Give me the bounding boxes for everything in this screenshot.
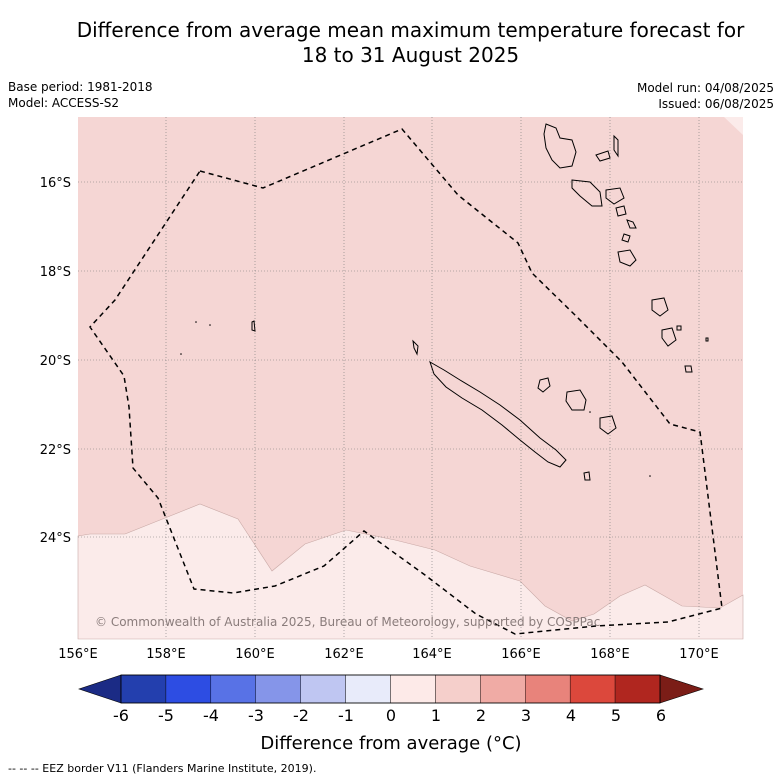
colorbar-cell <box>255 674 301 704</box>
base-period: Base period: 1981-2018 <box>8 80 153 94</box>
belep-islands <box>412 339 419 356</box>
efate-island <box>617 249 637 267</box>
colorbar-tick-neg2: -2 <box>293 706 309 725</box>
lon-label-164e: 164°E <box>412 647 452 662</box>
colorbar-cell <box>435 674 481 704</box>
chart-title: Difference from average mean maximum tem… <box>0 18 781 68</box>
lon-label-166e: 166°E <box>501 647 541 662</box>
colorbar-tick-1: 1 <box>431 706 441 725</box>
colorbar-cell <box>345 674 391 704</box>
lon-label-168e: 168°E <box>590 647 630 662</box>
copyright-text: © Commonwealth of Australia 2025, Bureau… <box>95 615 600 629</box>
reef-dot-1 <box>195 321 197 323</box>
walpole-island <box>583 471 591 481</box>
emae-island <box>621 233 631 243</box>
shepherd-islands <box>626 219 637 229</box>
colorbar-cell <box>120 674 167 704</box>
espiritu-santo-island <box>543 123 577 169</box>
lat-labels: 16°S 18°S 20°S 22°S 24°S <box>40 176 71 546</box>
mare-island <box>599 415 617 435</box>
malekula-island <box>571 179 603 207</box>
colorbar-cell <box>569 674 616 704</box>
lat-label-18s: 18°S <box>40 265 71 280</box>
colorbar-outline <box>120 674 661 704</box>
anomaly-fill-corner <box>724 117 743 135</box>
chesterfield-reef <box>251 320 256 332</box>
ouvea-island <box>537 377 551 393</box>
colorbar-tick-5: 5 <box>611 706 621 725</box>
model-run: Model run: 04/08/2025 <box>636 81 774 95</box>
lon-label-170e: 170°E <box>679 647 719 662</box>
maewo-island <box>595 150 611 162</box>
epi-island <box>615 205 627 217</box>
lon-label-156e: 156°E <box>58 647 98 662</box>
lon-labels: 156°E 158°E 160°E 162°E 164°E 166°E 168°… <box>58 647 719 662</box>
colorbar-tick-2: 2 <box>476 706 486 725</box>
lat-label-16s: 16°S <box>40 176 71 191</box>
lat-label-24s: 24°S <box>40 531 71 546</box>
meta-right: Model run: 04/08/2025 Issued: 06/08/2025 <box>637 80 774 112</box>
colorbar-cell <box>165 674 212 704</box>
reef-dot-3 <box>180 353 182 355</box>
lon-label-162e: 162°E <box>324 647 364 662</box>
colorbar-tick-neg5: -5 <box>158 706 174 725</box>
tanna-island <box>661 327 677 347</box>
reef-dot-5 <box>589 411 591 413</box>
eez-border <box>89 128 723 635</box>
reef-dot-4 <box>649 475 651 477</box>
lat-label-22s: 22°S <box>40 443 71 458</box>
futuna-island <box>705 337 709 342</box>
colorbar-tick-6: 6 <box>656 706 666 725</box>
lifou-island <box>565 389 587 411</box>
eez-footnote: -- -- -- EEZ border V11 (Flanders Marine… <box>8 762 317 775</box>
title-line-2: 18 to 31 August 2025 <box>301 43 520 67</box>
colorbar-cell <box>480 674 526 704</box>
aniwa-island <box>676 325 682 331</box>
meta-left: Base period: 1981-2018 Model: ACCESS-S2 <box>8 79 153 111</box>
lon-label-160e: 160°E <box>235 647 275 662</box>
colorbar-cell <box>525 674 571 704</box>
reef-dot-2 <box>209 324 211 326</box>
colorbar-under-arrow <box>78 674 122 704</box>
colorbar-tick-neg4: -4 <box>203 706 219 725</box>
colorbar-over-arrow <box>659 674 704 704</box>
title-line-1: Difference from average mean maximum tem… <box>76 18 745 42</box>
lon-label-158e: 158°E <box>146 647 186 662</box>
colorbar-cell <box>614 674 661 704</box>
colorbar-tick-neg1: -1 <box>338 706 354 725</box>
colorbar-tick-neg3: -3 <box>248 706 264 725</box>
colorbar-tick-3: 3 <box>521 706 531 725</box>
ambrym-island <box>605 187 625 205</box>
colorbar: -6 -5 -4 -3 -2 -1 0 1 2 3 4 5 6 Differen… <box>78 674 704 754</box>
colorbar-tick-neg6: -6 <box>113 706 129 725</box>
lat-label-20s: 20°S <box>40 354 71 369</box>
aneityum-island <box>684 365 693 373</box>
issued-date: Issued: 06/08/2025 <box>658 97 774 111</box>
colorbar-tick-0: 0 <box>386 706 396 725</box>
colorbar-label: Difference from average (°C) <box>260 733 521 754</box>
colorbar-cell <box>390 674 436 704</box>
erromango-island <box>651 297 669 317</box>
new-caledonia-island <box>429 360 567 468</box>
colorbar-cell <box>300 674 346 704</box>
colorbar-tick-4: 4 <box>566 706 576 725</box>
gridlines <box>78 117 743 639</box>
model-name: Model: ACCESS-S2 <box>8 96 120 110</box>
anomaly-fill-south <box>77 503 744 640</box>
pentecost-island <box>613 134 619 158</box>
colorbar-cell <box>210 674 256 704</box>
